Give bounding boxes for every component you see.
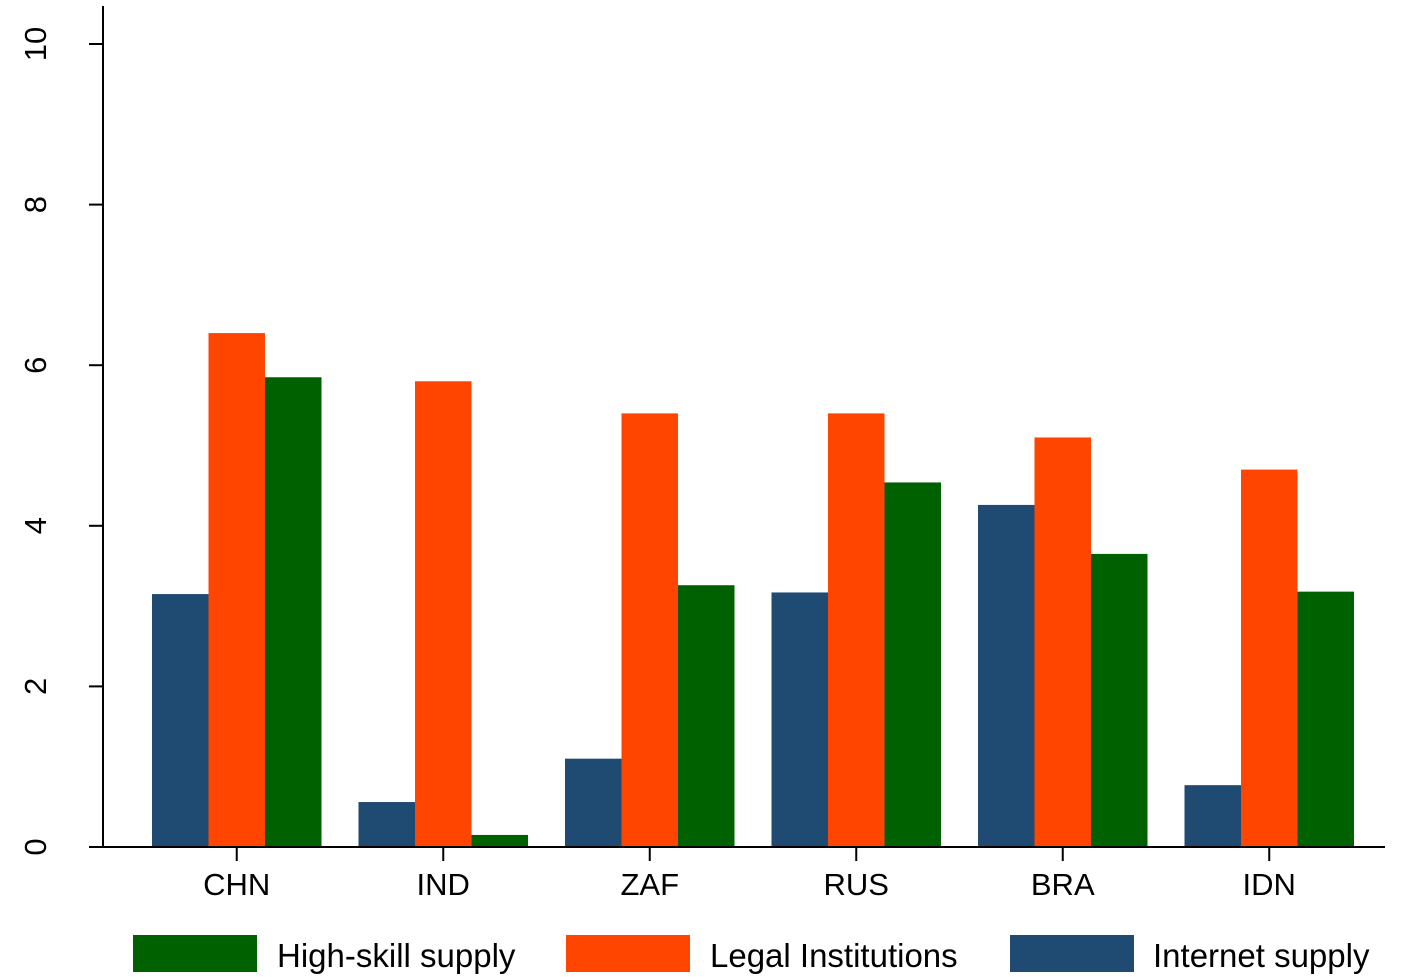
bar-group-chn bbox=[152, 333, 322, 848]
x-axis: CHN IND ZAF RUS BRA IDN bbox=[103, 846, 1385, 902]
bar-group-bra bbox=[978, 437, 1148, 847]
y-tick-label: 0 bbox=[18, 838, 53, 855]
bar-legal-institutions-bra bbox=[1034, 437, 1091, 847]
y-tick-label: 2 bbox=[18, 678, 53, 695]
y-tick-label: 4 bbox=[18, 517, 53, 534]
bar-legal-institutions-rus bbox=[828, 413, 885, 847]
x-tick-label: RUS bbox=[824, 867, 889, 902]
y-tick-label: 8 bbox=[18, 196, 53, 213]
bar-internet-supply-chn bbox=[152, 594, 209, 847]
x-tick-label: CHN bbox=[203, 867, 270, 902]
bar-internet-supply-rus bbox=[771, 592, 828, 847]
bar-high-skill-supply-bra bbox=[1091, 553, 1148, 847]
bar-high-skill-supply-zaf bbox=[678, 585, 735, 847]
legend-item-legal-institutions: Legal Institutions bbox=[566, 935, 958, 974]
bar-legal-institutions-ind bbox=[415, 381, 472, 847]
y-axis: 0 2 4 6 8 10 bbox=[18, 6, 104, 856]
bar-high-skill-supply-idn bbox=[1297, 591, 1354, 847]
bar-internet-supply-ind bbox=[358, 802, 415, 847]
bar-internet-supply-bra bbox=[978, 504, 1035, 847]
legend-item-high-skill-supply: High-skill supply bbox=[133, 935, 516, 974]
bar-internet-supply-idn bbox=[1184, 785, 1241, 847]
x-tick-label: IND bbox=[417, 867, 470, 902]
bar-group-zaf bbox=[565, 413, 735, 847]
x-tick-label: IDN bbox=[1243, 867, 1296, 902]
bar-group-idn bbox=[1184, 469, 1354, 847]
y-tick-label: 10 bbox=[18, 27, 53, 61]
legend-label: Internet supply bbox=[1153, 937, 1370, 974]
legend-label: High-skill supply bbox=[277, 937, 516, 974]
bar-high-skill-supply-rus bbox=[884, 482, 941, 847]
bar-group-rus bbox=[771, 413, 941, 847]
legend: High-skill supply Legal Institutions Inter… bbox=[133, 935, 1370, 974]
bar-legal-institutions-chn bbox=[208, 333, 265, 848]
legend-swatch bbox=[133, 935, 257, 972]
bar-group-ind bbox=[358, 381, 528, 847]
bar-legal-institutions-zaf bbox=[621, 413, 678, 847]
y-tick-label: 6 bbox=[18, 357, 53, 374]
legend-swatch bbox=[1010, 935, 1134, 972]
bar-legal-institutions-idn bbox=[1241, 469, 1298, 847]
x-tick-label: ZAF bbox=[620, 867, 679, 902]
legend-item-internet-supply: Internet supply bbox=[1010, 935, 1370, 974]
bar-high-skill-supply-ind bbox=[471, 834, 528, 847]
bar-internet-supply-zaf bbox=[565, 758, 622, 847]
legend-label: Legal Institutions bbox=[710, 937, 958, 974]
legend-swatch bbox=[566, 935, 690, 972]
x-tick-label: BRA bbox=[1031, 867, 1095, 902]
bar-high-skill-supply-chn bbox=[265, 377, 322, 847]
bars bbox=[152, 333, 1354, 848]
